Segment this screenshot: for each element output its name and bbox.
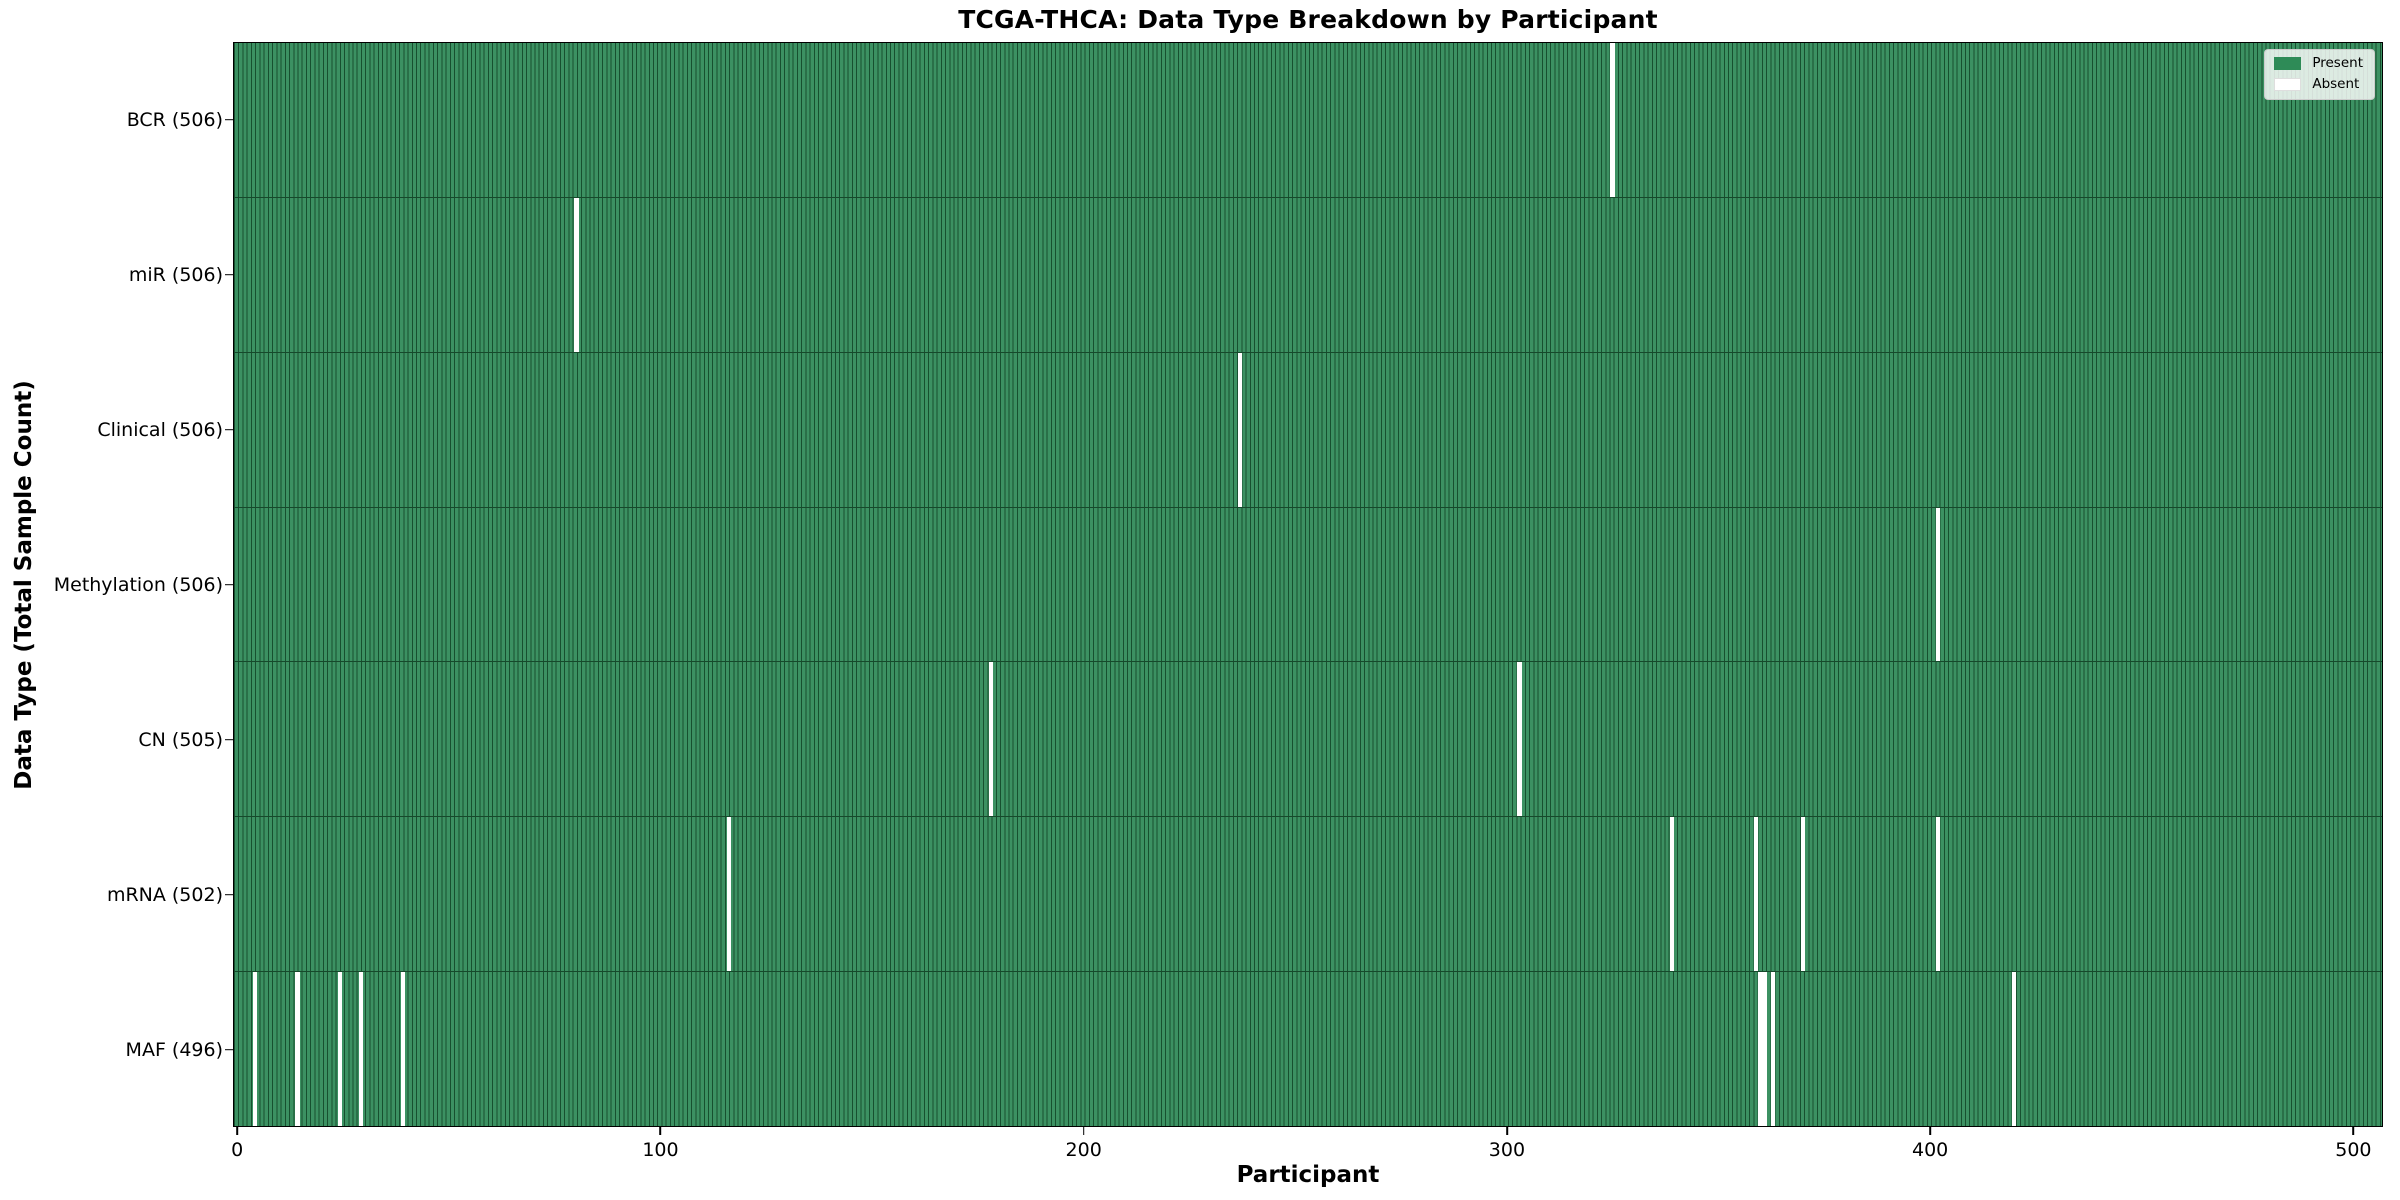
y-tick-label: Clinical (506) [97,418,223,441]
x-tick-label: 100 [642,1139,679,1161]
absent-stripe [988,662,993,817]
datatype-row-methylation [234,507,2382,663]
x-tick-label: 0 [231,1139,244,1161]
absent-stripe [1771,972,1776,1127]
absent-stripe [574,197,579,352]
y-tick-mark [225,738,233,741]
datatype-row-clinical [234,352,2382,508]
y-tick-label: mRNA (502) [106,883,223,906]
y-axis-label: Data Type (Total Sample Count) [11,380,37,790]
absent-stripe [295,972,300,1127]
present-swatch-icon [2274,57,2302,71]
y-tick-mark [225,273,233,276]
absent-stripe [1238,352,1243,507]
absent-stripe [253,972,258,1127]
absent-stripe [2012,972,2017,1127]
legend-item-present: Present [2274,55,2363,71]
x-tick-mark [1082,1127,1085,1135]
y-tick-label: miR (506) [128,263,223,286]
x-axis-label: Participant [1236,1162,1380,1188]
y-tick-label: Methylation (506) [53,573,223,596]
absent-stripe [1762,972,1767,1127]
x-tick-label: 400 [1912,1139,1949,1161]
datatype-row-mir [234,197,2382,353]
y-tick-mark [225,1048,233,1051]
x-tick-mark [2352,1127,2355,1135]
x-tick-mark [659,1127,662,1135]
x-tick-mark [1506,1127,1508,1135]
legend-item-absent: Absent [2274,75,2363,92]
y-tick-label: BCR (506) [126,108,223,131]
absent-stripe [726,817,731,972]
absent-stripe [1758,972,1763,1127]
absent-stripe [1517,662,1522,817]
x-tick-mark [236,1127,239,1135]
absent-stripe [337,972,342,1127]
absent-stripe [1610,43,1615,197]
datatype-row-cn [234,662,2382,818]
x-tick-label: 200 [1065,1139,1102,1161]
y-tick-mark [225,893,233,896]
datatype-row-maf [234,972,2382,1127]
absent-stripe [1935,507,1941,662]
y-tick-mark [225,583,233,586]
x-tick-label: 300 [1488,1139,1526,1161]
y-tick-mark [225,428,233,431]
y-tick-label: CN (505) [138,728,223,751]
x-tick-label: 500 [2335,1139,2372,1161]
datatype-row-mrna [234,817,2382,973]
x-tick-mark [1929,1127,1931,1135]
presence-rows [234,43,2382,1127]
legend-absent-label: Absent [2312,75,2360,92]
chart-title: TCGA-THCA: Data Type Breakdown by Partic… [958,5,1658,34]
datatype-row-bcr [234,43,2382,198]
plot-area: Present Absent [233,42,2383,1127]
absent-stripe [1754,817,1759,972]
absent-swatch-icon [2274,77,2302,91]
y-tick-mark [225,118,233,121]
y-tick-label: MAF (496) [125,1038,223,1061]
absent-stripe [358,972,363,1127]
legend-present-label: Present [2312,55,2363,71]
legend: Present Absent [2264,49,2375,100]
absent-stripe [1935,817,1941,972]
absent-stripe [1800,817,1805,972]
absent-stripe [401,972,406,1127]
absent-stripe [1669,817,1674,972]
